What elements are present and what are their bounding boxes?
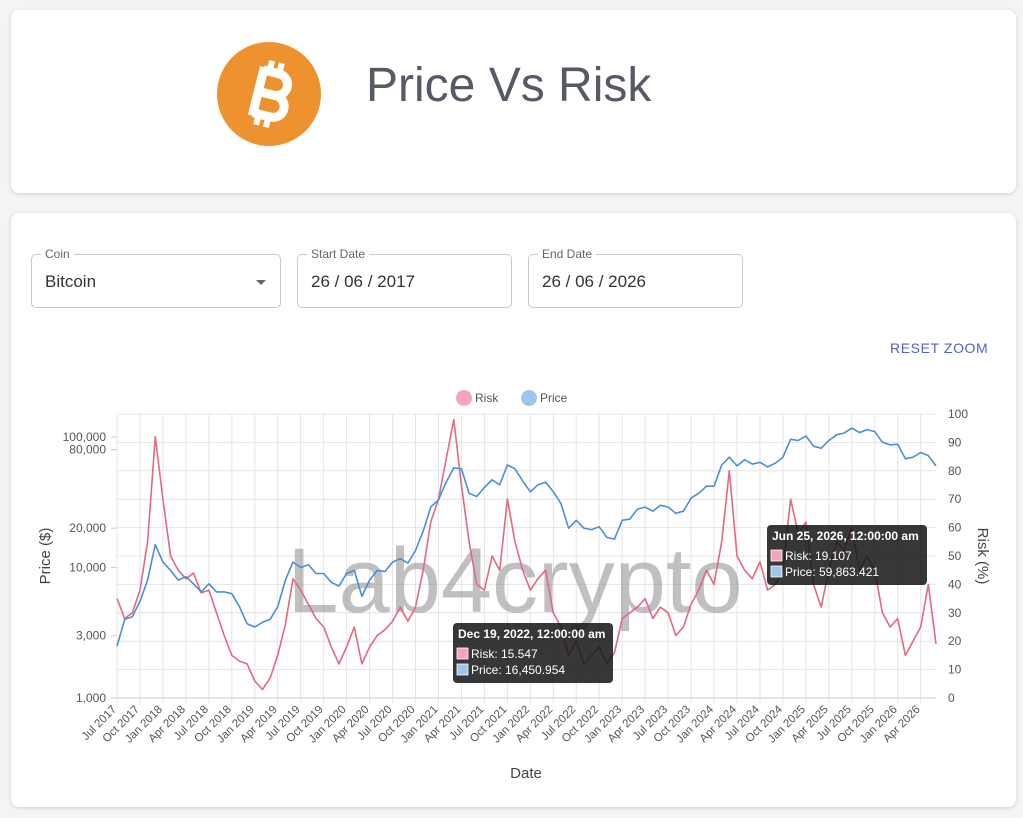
field-value: 26 / 06 / 2017 [311,272,415,291]
field-label: End Date [538,247,597,261]
page-title: Price Vs Risk [366,59,652,112]
reset-zoom-button[interactable]: RESET ZOOM [890,340,989,356]
field-value: Bitcoin [45,272,97,291]
dropdown-arrow [256,280,266,285]
end-date-input[interactable]: End Date 26 / 06 / 2026 [528,247,743,308]
field-label: Start Date [307,247,370,261]
bitcoin-logo [217,42,321,146]
start-date-input[interactable]: Start Date 26 / 06 / 2017 [297,247,512,308]
field-label: Coin [41,247,74,261]
header-card: Price Vs Risk [11,10,1016,193]
coin-select[interactable]: Coin Bitcoin [31,247,281,308]
field-value: 26 / 06 / 2026 [542,272,646,291]
